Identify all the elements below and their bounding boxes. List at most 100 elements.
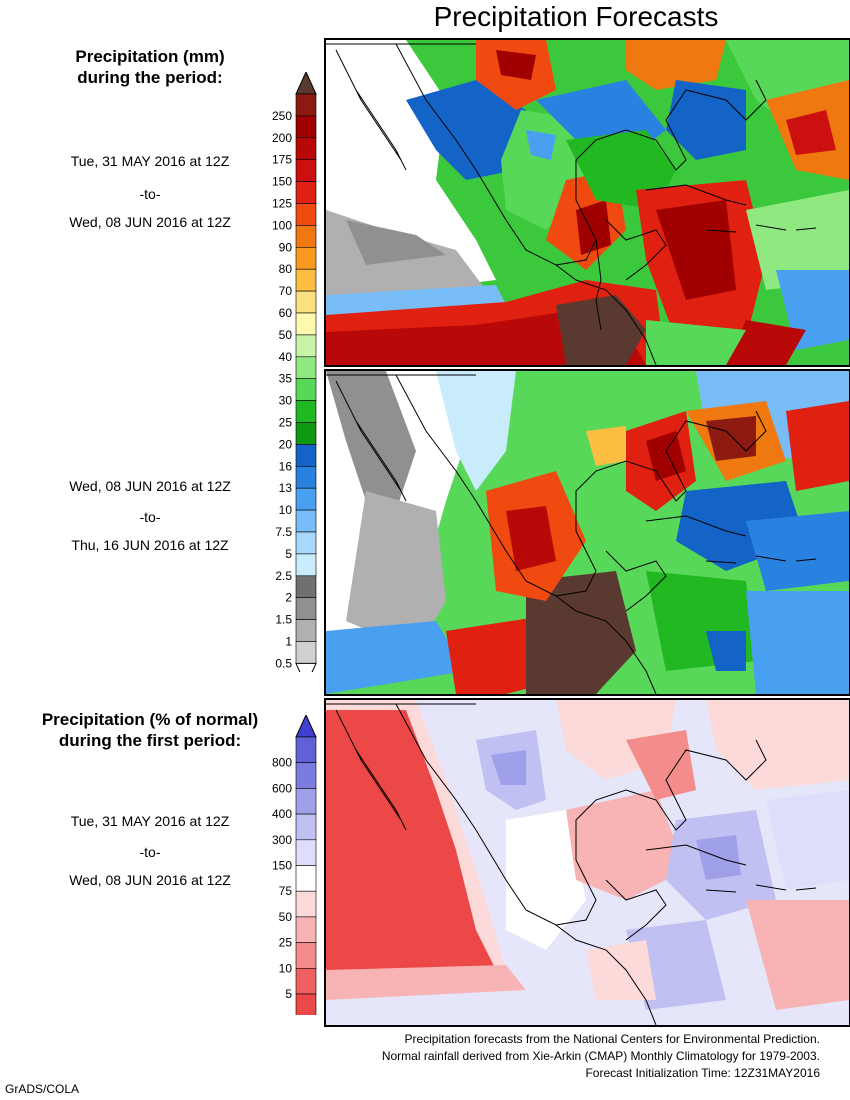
pct-scale-bin [295,916,317,943]
pct-scale-tick-label: 25 [279,936,293,950]
period-3-label: Tue, 31 MAY 2016 at 12Z -to- Wed, 08 JUN… [0,813,300,888]
mm-scale-bin [295,465,317,489]
pct-scale-bin [295,942,317,969]
period-2-start: Wed, 08 JUN 2016 at 12Z [69,478,231,494]
mm-scale-tick-label: 70 [279,284,293,298]
mm-scale-tick-label: 16 [279,459,293,473]
pct-scale-bin [295,968,317,995]
mm-scale-tick-label: 40 [279,350,293,364]
precip-map-period-1 [326,40,849,365]
mm-scale-tick-label: 125 [272,197,292,211]
mm-scale-tick-label: 150 [272,175,292,189]
mm-scale-tick-label: 250 [272,109,292,123]
period-1-label: Tue, 31 MAY 2016 at 12Z -to- Wed, 08 JUN… [0,153,300,230]
pct-scale-tick-label: 10 [279,961,293,975]
pct-scale-top-arrow [295,715,317,738]
mm-scale-tick-label: 0.5 [275,656,292,670]
mm-scale-bin [295,619,317,642]
mm-scale-bin [295,268,317,292]
mm-scale-tick-label: 60 [279,306,293,320]
period-2-to: -to- [139,509,161,525]
pct-heading-line1: Precipitation (% of normal) [41,710,259,729]
mm-scale-bin [295,641,317,664]
mm-color-scale: 2502001751501251009080706050403530252016… [272,72,317,672]
mm-heading-line2: during the period: [77,68,223,87]
mm-scale-bin [295,509,317,533]
map-panel-period-1 [324,38,850,367]
mm-scale-bin [295,159,317,182]
mm-scale-tick-label: 25 [279,416,293,430]
mm-scale-tick-label: 1 [285,635,292,649]
mm-scale-bin [295,597,317,620]
mm-scale-bin [295,575,317,598]
mm-scale-tick-label: 13 [279,481,293,495]
mm-scale-tick-label: 175 [272,153,292,167]
pct-scale-bin [295,762,317,789]
period-2-label: Wed, 08 JUN 2016 at 12Z -to- Thu, 16 JUN… [0,478,300,553]
mm-scale-tick-label: 35 [279,372,293,386]
mm-scale-tick-label: 5 [285,547,292,561]
page-title: Precipitation Forecasts [433,1,719,32]
mm-heading-line1: Precipitation (mm) [75,47,225,66]
pct-scale-bin [295,993,317,1015]
mm-scale-bottom-arrow [295,662,317,672]
mm-scale-tick-label: 80 [279,262,293,276]
period-2-end: Thu, 16 JUN 2016 at 12Z [71,537,229,553]
mm-scale-bin [295,422,317,445]
period-1-end: Wed, 08 JUN 2016 at 12Z [69,214,231,230]
mm-scale-tick-label: 2.5 [275,569,292,583]
mm-scale-tick-label: 30 [279,394,293,408]
map-panel-percent-normal [324,698,850,1027]
mm-scale-bin [295,93,317,117]
mm-scale-tick-label: 10 [279,503,293,517]
mm-scale-tick-label: 100 [272,218,292,232]
mm-scale-bin [295,203,317,226]
period-3-end: Wed, 08 JUN 2016 at 12Z [69,872,231,888]
pct-scale-bin [295,788,317,815]
pct-scale-bin [295,890,317,918]
precip-map-period-2 [326,371,849,694]
mm-scale-top-arrow [295,72,317,95]
mm-scale-tick-label: 90 [279,240,293,254]
mm-scale-bin [295,378,317,401]
mm-scale-bin [295,290,317,314]
mm-scale-bin [295,487,317,511]
mm-scale-bin [295,115,317,139]
mm-scale-bin [295,181,317,204]
period-1-to: -to- [139,186,161,202]
mm-scale-bin [295,356,317,379]
footer-notes: Precipitation forecasts from the Nationa… [382,1031,820,1082]
pct-legend-heading: Precipitation (% of normal) during the f… [0,709,300,751]
mm-scale-bin [295,247,317,270]
map-panel-period-2 [324,369,850,696]
mm-scale-bin [295,400,317,423]
pct-heading-line2: during the first period: [58,731,242,750]
software-credit: GrADS/COLA [5,1082,80,1096]
pct-scale-tick-label: 800 [272,756,292,770]
mm-scale-bin [295,334,317,358]
pct-scale-bin [295,865,317,892]
mm-scale-tick-label: 1.5 [275,613,292,627]
pct-scale-tick-label: 150 [272,859,292,873]
pct-scale-bin [295,813,317,841]
pct-scale-tick-label: 400 [272,807,292,821]
mm-scale-bin [295,312,317,336]
mm-scale-tick-label: 20 [279,437,293,451]
footer-line-3: Forecast Initialization Time: 12Z31MAY20… [585,1066,820,1080]
period-3-to: -to- [139,844,161,860]
pct-scale-tick-label: 50 [279,910,293,924]
pct-scale-bin [295,839,317,866]
mm-scale-bin [295,531,317,555]
footer-line-2: Normal rainfall derived from Xie-Arkin (… [381,1049,820,1063]
mm-scale-bin [295,444,317,467]
mm-scale-bin [295,553,317,577]
mm-scale-tick-label: 7.5 [275,525,292,539]
pct-scale-bin [295,736,317,764]
pct-scale-tick-label: 300 [272,833,292,847]
mm-scale-tick-label: 50 [279,328,293,342]
mm-legend-heading: Precipitation (mm) during the period: [0,46,300,88]
pct-scale-tick-label: 75 [279,884,293,898]
pct-scale-tick-label: 5 [285,987,292,1001]
mm-scale-bin [295,137,317,161]
mm-scale-tick-label: 2 [285,591,292,605]
